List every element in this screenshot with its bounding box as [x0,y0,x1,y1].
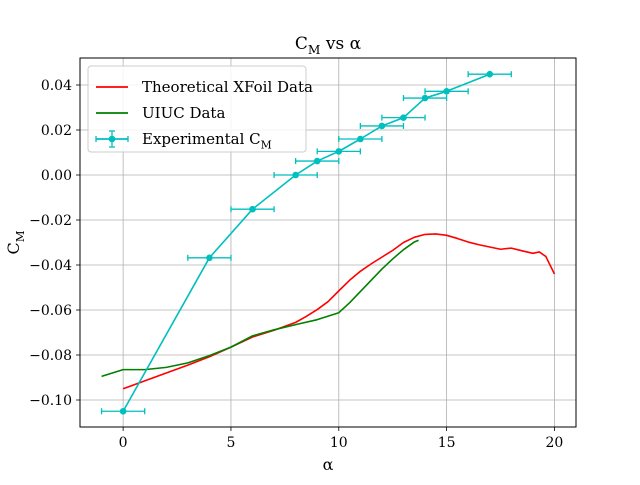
x-axis-label: α [323,455,334,474]
data-point [421,94,429,102]
x-tick-label: 5 [226,435,235,451]
legend-item: Experimental CM​ [95,130,272,152]
series-2 [100,70,512,415]
y-tick-label: 0.00 [41,168,72,184]
y-tick-label: −0.08 [29,348,72,364]
legend-item: UIUC Data [96,104,225,122]
legend-label: Theoretical XFoil Data [142,78,313,96]
y-axis-label: CM​ [4,230,27,254]
data-point [486,70,494,78]
ticks-layer: 0 5 10 15 20 −0.10 −0.08 −0.06 −0.04 −0.02 0.00 0.0… [29,78,563,451]
data-point [357,135,364,143]
x-tick-label: 10 [330,435,348,451]
y-tick-label: −0.10 [29,393,72,409]
grid-layer [80,58,576,427]
data-point [206,254,213,262]
data-point [249,205,256,213]
title-layer: CM​ vs α α CM​ [4,34,362,474]
data-point [119,407,127,415]
x-tick-label: 0 [119,435,128,451]
plot-frame [79,57,577,428]
legend-box [87,65,307,153]
y-tick-label: 0.02 [41,123,72,139]
data-point [313,157,321,165]
series-1 [101,239,419,378]
data-point [335,148,343,155]
y-tick-label: −0.02 [29,213,72,229]
series-line [101,239,419,378]
x-tick-label: 15 [438,435,456,451]
chart-title: CM​ vs α [295,34,362,57]
legend-label: Experimental CM​ [142,130,272,152]
legend-item: Theoretical XFoil Data [96,78,313,96]
data-point [443,88,450,95]
data-point [378,122,386,130]
data-point [292,171,299,179]
legend-label: UIUC Data [142,104,225,122]
series-layer [100,70,556,415]
y-tick-label: −0.04 [29,258,72,274]
legend-layer: Theoretical XFoil Data UIUC Data Experimen… [87,65,313,153]
y-tick-label: −0.06 [29,303,72,319]
y-tick-label: 0.04 [41,78,72,94]
legend-marker [108,135,116,143]
data-point [400,114,407,121]
series-line [122,73,491,412]
x-tick-label: 20 [546,435,564,451]
